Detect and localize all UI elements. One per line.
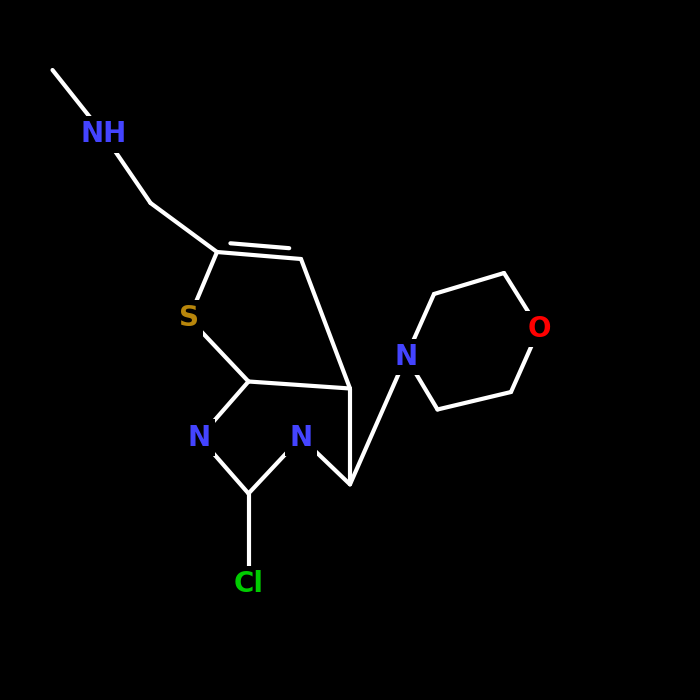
Text: N: N <box>188 424 211 452</box>
Text: O: O <box>527 315 551 343</box>
Text: NH: NH <box>80 120 127 148</box>
Text: S: S <box>179 304 199 332</box>
Text: Cl: Cl <box>234 570 263 598</box>
Text: N: N <box>289 424 313 452</box>
Text: N: N <box>394 343 418 371</box>
